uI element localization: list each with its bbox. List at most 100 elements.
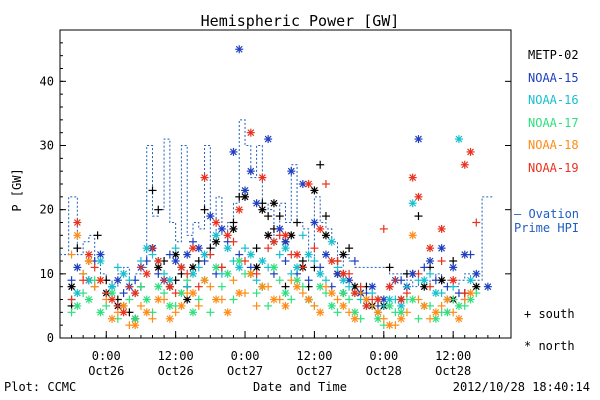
north-marker-noaa-19 <box>408 173 417 182</box>
north-marker-noaa-15 <box>73 263 82 272</box>
north-marker-noaa-19 <box>131 289 140 298</box>
south-marker-metp-02 <box>200 205 209 214</box>
north-marker-noaa-18 <box>212 295 221 304</box>
x-tick-time: 12:00 <box>158 349 194 363</box>
x-tick-date: Oct26 <box>88 364 124 378</box>
north-marker-noaa-16 <box>119 269 128 278</box>
x-tick-date: Oct28 <box>366 364 402 378</box>
north-marker-noaa-19 <box>177 263 186 272</box>
south-marker-noaa-18 <box>206 282 215 291</box>
south-marker-noaa-17 <box>79 289 88 298</box>
north-marker-noaa-18 <box>142 308 151 317</box>
plot-timestamp: 2012/10/28 18:40:14 <box>452 380 590 394</box>
north-marker-noaa-18 <box>374 308 383 317</box>
south-marker-noaa-19 <box>102 289 111 298</box>
y-tick-label: 10 <box>40 267 54 281</box>
south-marker-noaa-19 <box>402 289 411 298</box>
north-marker-noaa-19 <box>449 276 458 285</box>
north-marker-noaa-19 <box>327 257 336 265</box>
north-marker-noaa-18 <box>108 314 117 323</box>
south-marker-metp-02 <box>275 212 284 221</box>
north-marker-metp-02 <box>269 199 278 208</box>
north-marker-noaa-16 <box>281 244 290 253</box>
ovation-legend-label: — Ovation Prime HPI <box>514 207 580 235</box>
north-marker-noaa-16 <box>142 244 151 253</box>
south-marker-noaa-19 <box>298 263 307 272</box>
south-marker-noaa-17 <box>67 308 76 317</box>
south-marker-noaa-18 <box>194 301 203 310</box>
y-tick-label: 0 <box>47 331 54 345</box>
legend-north-marker: * north <box>524 339 575 353</box>
north-marker-noaa-19 <box>96 276 105 285</box>
x-tick-time: 0:00 <box>369 349 398 363</box>
north-marker-noaa-16 <box>293 263 302 272</box>
north-marker-noaa-19 <box>466 147 475 156</box>
south-marker-noaa-19 <box>160 276 169 285</box>
north-marker-noaa-15 <box>183 250 192 259</box>
south-marker-noaa-16 <box>345 282 354 291</box>
north-marker-noaa-19 <box>269 237 278 246</box>
north-marker-noaa-15 <box>414 135 423 144</box>
north-marker-noaa-15 <box>437 244 446 253</box>
north-marker-noaa-18 <box>350 314 359 323</box>
north-marker-noaa-19 <box>316 224 325 233</box>
chart-title: Hemispheric Power [GW] <box>200 12 400 30</box>
legend-item-noaa-16: NOAA-16 <box>528 93 579 107</box>
north-marker-noaa-18 <box>466 289 475 298</box>
south-marker-noaa-16 <box>194 263 203 272</box>
south-marker-noaa-18 <box>287 276 296 285</box>
north-marker-noaa-16 <box>431 289 440 298</box>
south-marker-noaa-18 <box>136 301 145 310</box>
north-marker-noaa-18 <box>131 321 140 330</box>
north-marker-noaa-17 <box>385 301 394 310</box>
south-marker-metp-02 <box>385 263 394 272</box>
south-marker-noaa-15 <box>165 250 174 259</box>
south-marker-metp-02 <box>264 212 273 221</box>
north-marker-noaa-15 <box>472 269 481 278</box>
south-marker-noaa-18 <box>426 314 435 323</box>
north-marker-noaa-16 <box>466 276 475 285</box>
north-marker-noaa-19 <box>212 218 221 227</box>
north-marker-noaa-18 <box>73 231 82 240</box>
south-marker-noaa-19 <box>113 301 122 310</box>
north-marker-noaa-15 <box>246 167 255 176</box>
y-tick-label: 30 <box>40 139 54 153</box>
south-marker-noaa-16 <box>241 244 250 253</box>
north-marker-noaa-15 <box>426 257 435 265</box>
x-tick-time: 12:00 <box>296 349 332 363</box>
north-marker-noaa-18 <box>188 289 197 298</box>
north-marker-noaa-16 <box>304 250 313 259</box>
north-marker-noaa-15 <box>310 218 319 227</box>
legend-item-noaa-18: NOAA-18 <box>528 138 579 152</box>
south-marker-noaa-15 <box>431 276 440 285</box>
x-axis-label: Date and Time <box>253 380 347 394</box>
north-marker-noaa-18 <box>269 295 278 304</box>
north-marker-noaa-19 <box>350 289 359 298</box>
north-marker-noaa-15 <box>241 186 250 195</box>
south-marker-noaa-19 <box>426 282 435 291</box>
north-marker-noaa-18 <box>408 231 417 240</box>
north-marker-noaa-18 <box>385 321 394 330</box>
south-marker-noaa-19 <box>321 180 330 188</box>
south-marker-noaa-18 <box>171 308 180 317</box>
north-marker-noaa-18 <box>304 295 313 304</box>
south-marker-noaa-16 <box>113 263 122 272</box>
north-marker-noaa-17 <box>269 263 278 272</box>
north-marker-noaa-18 <box>316 308 325 317</box>
south-marker-noaa-19 <box>472 218 481 227</box>
north-marker-noaa-17 <box>431 314 440 323</box>
north-marker-noaa-15 <box>460 250 469 259</box>
south-marker-noaa-19 <box>217 263 226 272</box>
south-marker-noaa-19 <box>183 269 192 278</box>
north-marker-noaa-15 <box>235 45 244 54</box>
x-tick-time: 0:00 <box>92 349 121 363</box>
north-marker-noaa-17 <box>73 301 82 310</box>
north-marker-noaa-19 <box>188 244 197 253</box>
x-tick-date: Oct27 <box>296 364 332 378</box>
south-marker-metp-02 <box>293 218 302 227</box>
north-marker-noaa-18 <box>339 301 348 310</box>
north-marker-noaa-17 <box>281 289 290 298</box>
south-marker-noaa-18 <box>402 308 411 317</box>
north-marker-noaa-19 <box>258 173 267 182</box>
